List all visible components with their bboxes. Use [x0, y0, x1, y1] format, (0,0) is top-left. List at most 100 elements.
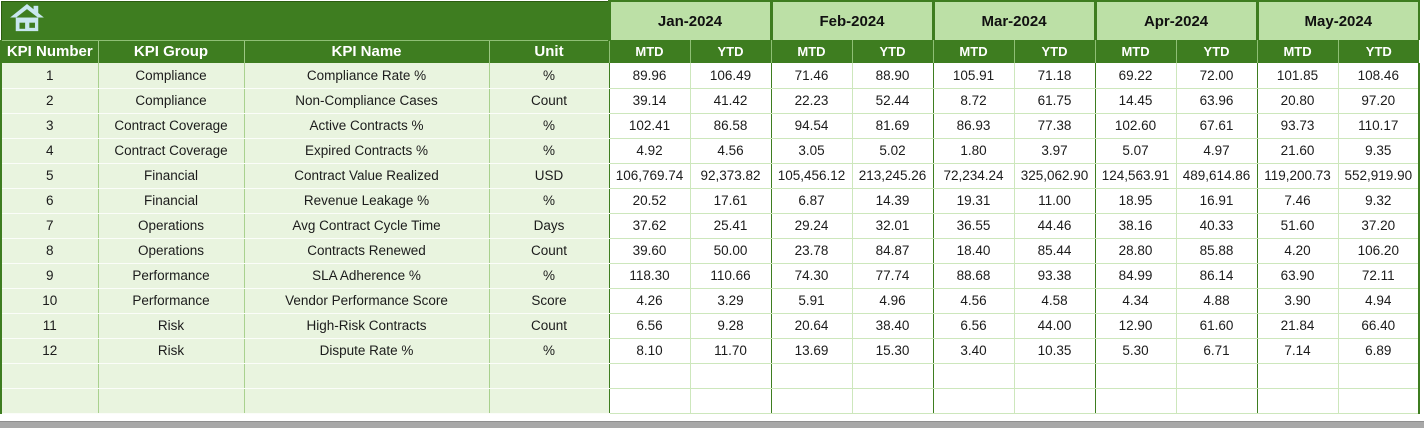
value-cell[interactable]: 69.22 — [1094, 63, 1177, 89]
value-cell[interactable]: 86.93 — [932, 113, 1015, 139]
value-cell[interactable]: 50.00 — [689, 238, 771, 264]
value-cell[interactable]: 7.46 — [1256, 188, 1339, 214]
kpi-group-cell[interactable]: Contract Coverage — [97, 113, 244, 139]
value-cell[interactable]: 213,245.26 — [851, 163, 934, 189]
value-cell[interactable]: 20.80 — [1256, 88, 1339, 114]
value-cell[interactable]: 84.87 — [851, 238, 934, 264]
value-cell[interactable]: 108.46 — [1337, 63, 1421, 89]
value-cell[interactable]: 92,373.82 — [689, 163, 771, 189]
value-cell[interactable]: 20.64 — [770, 313, 852, 339]
value-cell[interactable]: 14.39 — [851, 188, 934, 214]
value-cell[interactable]: 93.73 — [1256, 113, 1339, 139]
kpi-name-cell[interactable]: Vendor Performance Score — [243, 288, 489, 314]
value-cell[interactable]: 93.38 — [1013, 263, 1096, 289]
value-cell[interactable] — [1094, 363, 1177, 389]
value-cell[interactable]: 6.56 — [608, 313, 690, 339]
kpi-number-cell[interactable]: 8 — [0, 238, 98, 264]
value-cell[interactable]: 3.29 — [689, 288, 771, 314]
kpi-name-cell[interactable] — [243, 388, 489, 414]
value-cell[interactable]: 106.20 — [1337, 238, 1421, 264]
value-cell[interactable]: 6.71 — [1175, 338, 1258, 364]
value-cell[interactable]: 489,614.86 — [1175, 163, 1258, 189]
value-cell[interactable]: 37.62 — [608, 213, 690, 239]
value-cell[interactable]: 39.60 — [608, 238, 690, 264]
value-cell[interactable]: 6.87 — [770, 188, 852, 214]
value-cell[interactable]: 72.00 — [1175, 63, 1258, 89]
value-cell[interactable]: 38.40 — [851, 313, 934, 339]
value-cell[interactable]: 18.40 — [932, 238, 1015, 264]
kpi-name-cell[interactable]: SLA Adherence % — [243, 263, 489, 289]
value-cell[interactable] — [689, 363, 771, 389]
kpi-number-cell[interactable]: 9 — [0, 263, 98, 289]
value-cell[interactable]: 86.58 — [689, 113, 771, 139]
value-cell[interactable]: 86.14 — [1175, 263, 1258, 289]
horizontal-scrollbar[interactable] — [0, 421, 1424, 428]
value-cell[interactable]: 21.60 — [1256, 138, 1339, 164]
value-cell[interactable]: 67.61 — [1175, 113, 1258, 139]
value-cell[interactable]: 7.14 — [1256, 338, 1339, 364]
unit-cell[interactable]: % — [488, 263, 609, 289]
kpi-number-cell[interactable] — [0, 363, 98, 389]
value-cell[interactable]: 14.45 — [1094, 88, 1177, 114]
value-cell[interactable]: 118.30 — [608, 263, 690, 289]
value-cell[interactable] — [1175, 363, 1258, 389]
value-cell[interactable]: 6.56 — [932, 313, 1015, 339]
kpi-number-cell[interactable]: 2 — [0, 88, 98, 114]
value-cell[interactable]: 11.00 — [1013, 188, 1096, 214]
value-cell[interactable]: 41.42 — [689, 88, 771, 114]
value-cell[interactable]: 110.17 — [1337, 113, 1421, 139]
kpi-name-cell[interactable]: Active Contracts % — [243, 113, 489, 139]
value-cell[interactable] — [851, 388, 934, 414]
value-cell[interactable]: 5.91 — [770, 288, 852, 314]
value-cell[interactable]: 94.54 — [770, 113, 852, 139]
value-cell[interactable]: 20.52 — [608, 188, 690, 214]
unit-cell[interactable] — [488, 363, 609, 389]
value-cell[interactable]: 85.88 — [1175, 238, 1258, 264]
value-cell[interactable]: 1.80 — [932, 138, 1015, 164]
kpi-name-cell[interactable]: High-Risk Contracts — [243, 313, 489, 339]
value-cell[interactable]: 8.72 — [932, 88, 1015, 114]
value-cell[interactable]: 4.94 — [1337, 288, 1421, 314]
unit-cell[interactable]: % — [488, 113, 609, 139]
kpi-group-cell[interactable]: Financial — [97, 163, 244, 189]
value-cell[interactable]: 4.56 — [689, 138, 771, 164]
kpi-group-cell[interactable]: Risk — [97, 313, 244, 339]
value-cell[interactable]: 84.99 — [1094, 263, 1177, 289]
value-cell[interactable]: 105.91 — [932, 63, 1015, 89]
kpi-name-cell[interactable]: Contract Value Realized — [243, 163, 489, 189]
value-cell[interactable] — [770, 388, 852, 414]
unit-cell[interactable]: % — [488, 63, 609, 89]
value-cell[interactable]: 4.96 — [851, 288, 934, 314]
value-cell[interactable]: 88.68 — [932, 263, 1015, 289]
value-cell[interactable]: 89.96 — [608, 63, 690, 89]
value-cell[interactable] — [851, 363, 934, 389]
value-cell[interactable]: 6.89 — [1337, 338, 1421, 364]
value-cell[interactable] — [608, 363, 690, 389]
value-cell[interactable]: 4.34 — [1094, 288, 1177, 314]
kpi-name-cell[interactable]: Contracts Renewed — [243, 238, 489, 264]
value-cell[interactable]: 74.30 — [770, 263, 852, 289]
value-cell[interactable]: 3.05 — [770, 138, 852, 164]
kpi-group-cell[interactable]: Operations — [97, 213, 244, 239]
value-cell[interactable]: 4.26 — [608, 288, 690, 314]
value-cell[interactable]: 21.84 — [1256, 313, 1339, 339]
unit-cell[interactable] — [488, 388, 609, 414]
unit-cell[interactable]: Count — [488, 313, 609, 339]
unit-cell[interactable]: Count — [488, 88, 609, 114]
value-cell[interactable]: 23.78 — [770, 238, 852, 264]
kpi-name-cell[interactable]: Avg Contract Cycle Time — [243, 213, 489, 239]
value-cell[interactable]: 16.91 — [1175, 188, 1258, 214]
value-cell[interactable] — [932, 363, 1015, 389]
value-cell[interactable]: 18.95 — [1094, 188, 1177, 214]
unit-cell[interactable]: Count — [488, 238, 609, 264]
kpi-name-cell[interactable] — [243, 363, 489, 389]
value-cell[interactable]: 4.56 — [932, 288, 1015, 314]
value-cell[interactable]: 40.33 — [1175, 213, 1258, 239]
kpi-name-cell[interactable]: Non-Compliance Cases — [243, 88, 489, 114]
kpi-name-cell[interactable]: Revenue Leakage % — [243, 188, 489, 214]
unit-cell[interactable]: Score — [488, 288, 609, 314]
value-cell[interactable]: 3.97 — [1013, 138, 1096, 164]
value-cell[interactable]: 105,456.12 — [770, 163, 852, 189]
value-cell[interactable]: 102.60 — [1094, 113, 1177, 139]
value-cell[interactable]: 5.02 — [851, 138, 934, 164]
